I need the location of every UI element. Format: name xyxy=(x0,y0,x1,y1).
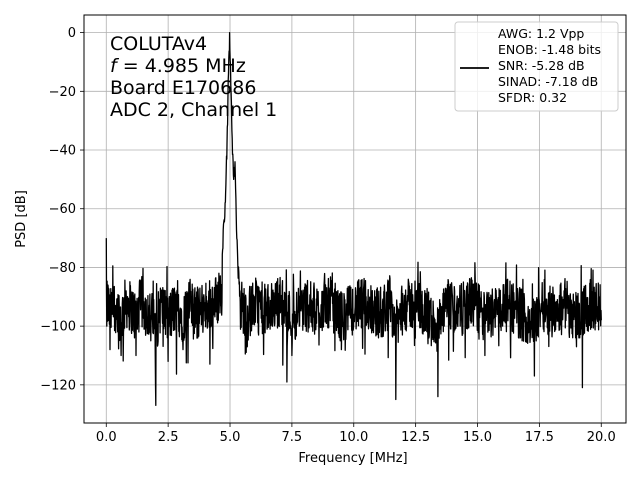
x-tick-label: 10.0 xyxy=(339,430,368,445)
x-axis-ticks: 0.0 2.5 5.0 7.5 10.0 12.5 15.0 17.5 20.0 xyxy=(96,423,616,445)
annotation-channel: ADC 2, Channel 1 xyxy=(110,99,277,121)
y-tick-label: −100 xyxy=(40,320,76,335)
y-tick-label: 0 xyxy=(68,26,76,41)
x-tick-label: 17.5 xyxy=(525,430,554,445)
x-tick-label: 0.0 xyxy=(96,430,117,445)
annotation-block: COLUTAv4 f = 4.985 MHz Board E170686 ADC… xyxy=(110,33,277,121)
x-tick-label: 7.5 xyxy=(282,430,303,445)
legend-label-awg: AWG: 1.2 Vpp xyxy=(498,26,584,41)
legend-label-sfdr: SFDR: 0.32 xyxy=(498,90,567,105)
psd-trace-group xyxy=(105,31,602,407)
psd-series-line xyxy=(105,31,602,407)
annotation-frequency-value: = 4.985 MHz xyxy=(117,55,246,77)
annotation-frequency: f = 4.985 MHz xyxy=(110,55,246,77)
y-tick-label: −20 xyxy=(49,85,76,100)
y-tick-label: −80 xyxy=(49,261,76,276)
legend-label-snr: SNR: -5.28 dB xyxy=(498,58,585,73)
legend: AWG: 1.2 Vpp ENOB: -1.48 bits SNR: -5.28… xyxy=(454,21,619,112)
annotation-frequency-symbol: f xyxy=(110,55,120,77)
x-axis-label: Frequency [MHz] xyxy=(298,451,407,466)
x-tick-label: 12.5 xyxy=(401,430,430,445)
legend-label-enob: ENOB: -1.48 bits xyxy=(498,42,601,57)
annotation-board: Board E170686 xyxy=(110,77,256,99)
x-tick-label: 20.0 xyxy=(587,430,616,445)
x-tick-label: 2.5 xyxy=(158,430,179,445)
x-tick-label: 5.0 xyxy=(220,430,241,445)
y-tick-label: −60 xyxy=(49,202,76,217)
legend-box xyxy=(454,21,619,112)
plot-frame xyxy=(83,14,627,424)
x-tick-label: 15.0 xyxy=(463,430,492,445)
y-axis-label: PSD [dB] xyxy=(14,190,29,248)
legend-label-sinad: SINAD: -7.18 dB xyxy=(498,74,598,89)
y-tick-label: −40 xyxy=(49,144,76,159)
annotation-device: COLUTAv4 xyxy=(110,33,207,55)
y-axis-ticks: 0 −20 −40 −60 −80 −100 −120 xyxy=(40,26,84,393)
y-tick-label: −120 xyxy=(40,378,76,393)
